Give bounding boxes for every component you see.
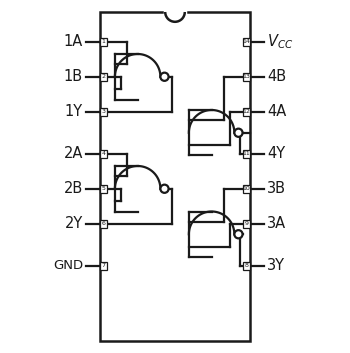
Bar xyxy=(100,262,107,270)
Text: 7: 7 xyxy=(102,263,106,268)
Bar xyxy=(100,73,107,80)
Bar xyxy=(243,73,250,80)
Text: 3Y: 3Y xyxy=(267,258,285,273)
Bar xyxy=(243,150,250,157)
Bar xyxy=(100,12,250,341)
Bar xyxy=(243,108,250,115)
Text: 11: 11 xyxy=(243,151,250,156)
Text: 4B: 4B xyxy=(267,69,286,84)
Circle shape xyxy=(160,185,169,193)
Text: 4Y: 4Y xyxy=(267,146,285,161)
Circle shape xyxy=(234,230,243,238)
Text: 10: 10 xyxy=(243,186,250,191)
Text: 2Y: 2Y xyxy=(65,216,83,231)
Bar xyxy=(100,150,107,157)
Text: 3: 3 xyxy=(102,109,106,114)
Text: 14: 14 xyxy=(243,39,250,44)
Text: 4A: 4A xyxy=(267,104,286,119)
Text: 9: 9 xyxy=(244,221,248,226)
Text: 13: 13 xyxy=(243,74,250,79)
Text: GND: GND xyxy=(53,259,83,272)
Text: 2A: 2A xyxy=(64,146,83,161)
Text: 2: 2 xyxy=(102,74,106,79)
Bar xyxy=(100,185,107,193)
Bar xyxy=(243,185,250,193)
Circle shape xyxy=(234,128,243,137)
Text: 1B: 1B xyxy=(64,69,83,84)
Bar xyxy=(243,220,250,228)
Text: 1: 1 xyxy=(102,39,106,44)
Circle shape xyxy=(160,73,169,81)
Bar xyxy=(243,262,250,270)
Text: 3B: 3B xyxy=(267,181,286,196)
Text: $V_{CC}$: $V_{CC}$ xyxy=(267,32,293,51)
Bar xyxy=(100,108,107,115)
Bar xyxy=(100,220,107,228)
Text: 8: 8 xyxy=(244,263,248,268)
Text: 5: 5 xyxy=(102,186,106,191)
Text: 6: 6 xyxy=(102,221,106,226)
Bar xyxy=(100,38,107,46)
Text: 12: 12 xyxy=(243,109,250,114)
Text: 3A: 3A xyxy=(267,216,286,231)
Text: 4: 4 xyxy=(102,151,106,156)
Text: 1Y: 1Y xyxy=(65,104,83,119)
Text: 2B: 2B xyxy=(64,181,83,196)
Bar xyxy=(243,38,250,46)
Text: 1A: 1A xyxy=(64,34,83,49)
